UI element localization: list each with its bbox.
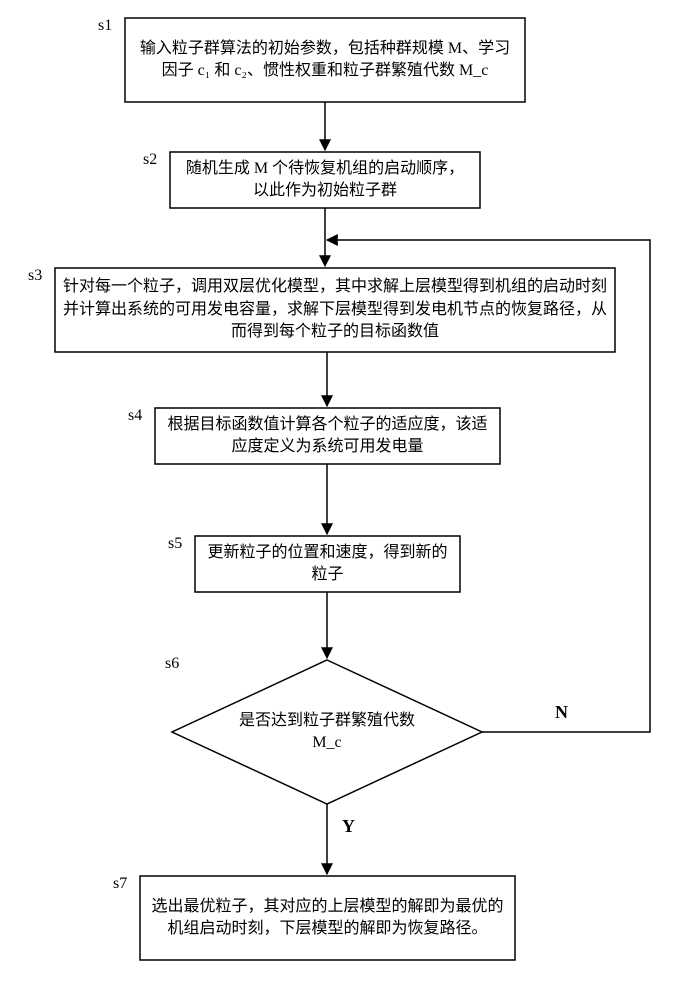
node-s7-text: 选出最优粒子，其对应的上层模型的解即为最优的机组启动时刻，下层模型的解即为恢复路… [148, 896, 507, 941]
node-s4-label: s4 [128, 407, 142, 424]
branch-label-no: N [555, 702, 568, 722]
node-s3-label: s3 [28, 267, 42, 284]
node-s5-text: 更新粒子的位置和速度，得到新的粒子 [203, 542, 452, 587]
node-s1-text: 输入粒子群算法的初始参数，包括种群规模 M、学习因子 c₁ 和 c₂、惯性权重和… [133, 38, 517, 83]
node-s5-label: s5 [168, 535, 182, 552]
node-s6-label: s6 [165, 655, 179, 672]
node-s2-text: 随机生成 M 个待恢复机组的启动顺序，以此作为初始粒子群 [178, 158, 472, 203]
branch-label-yes: Y [342, 816, 355, 836]
node-s4-text: 根据目标函数值计算各个粒子的适应度，该适应度定义为系统可用发电量 [163, 414, 492, 459]
node-s6-text: 是否达到粒子群繁殖代数 M_c [230, 710, 424, 755]
node-s3-text: 针对每一个粒子，调用双层优化模型，其中求解上层模型得到机组的启动时刻并计算出系统… [63, 276, 607, 343]
node-s1-label: s1 [98, 17, 112, 34]
node-s7-label: s7 [113, 875, 127, 892]
flowchart: s1 输入粒子群算法的初始参数，包括种群规模 M、学习因子 c₁ 和 c₂、惯性… [0, 0, 685, 1000]
node-s2-label: s2 [143, 151, 157, 168]
